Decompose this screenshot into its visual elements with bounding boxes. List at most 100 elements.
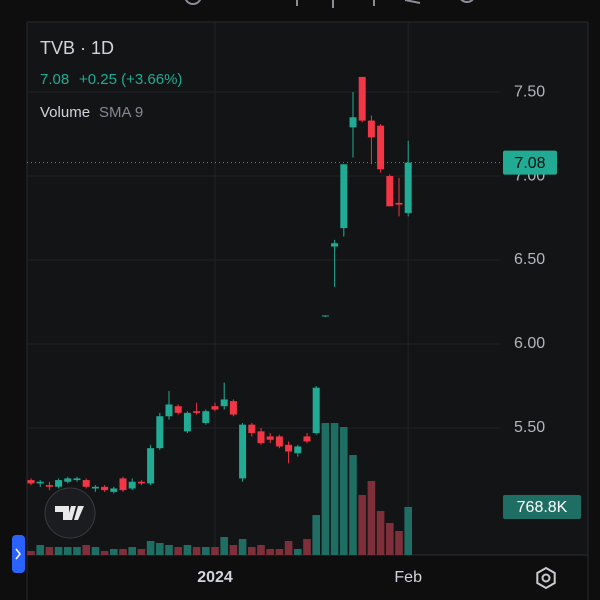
volume-bar (183, 545, 192, 555)
volume-bar (119, 549, 127, 555)
candle-body (367, 120, 375, 138)
side-panel-tab[interactable] (12, 535, 25, 573)
price-label: 7.08 (514, 155, 545, 172)
price-change: +0.25 (+3.66%) (79, 71, 182, 88)
candle-body (101, 486, 109, 491)
candle-body (82, 480, 90, 487)
candle-body (174, 406, 182, 413)
volume-bar (340, 427, 348, 555)
volume-label-box (503, 494, 581, 519)
x-tick-label: 2024 (197, 569, 233, 586)
volume-bar (45, 547, 54, 555)
volume-bar (100, 551, 109, 555)
candle-body (147, 448, 155, 484)
volume-bar (386, 523, 394, 555)
y-tick-label: 6.50 (514, 251, 545, 268)
volume-bar (27, 551, 35, 555)
volume-bar (202, 547, 210, 555)
candle-body (156, 416, 164, 449)
toolbar-icon[interactable] (459, 0, 475, 3)
indicator-name[interactable]: Volume (40, 104, 90, 121)
volume-bar (64, 547, 72, 555)
toolbar-icon[interactable] (404, 0, 421, 4)
volume-bar (128, 547, 136, 555)
volume-bar (257, 545, 265, 555)
candle-body (239, 424, 247, 479)
candle-body (358, 76, 366, 121)
candle-body (312, 387, 320, 434)
logo-mark (55, 506, 84, 520)
volume-label: 768.8K (517, 499, 568, 516)
volume-bar (156, 543, 164, 555)
candle-body (404, 162, 412, 213)
y-tick-label: 7.50 (514, 83, 545, 100)
volume-bar (238, 539, 247, 555)
candle-body (266, 436, 274, 440)
x-tick-label: Feb (394, 569, 422, 586)
volume-bar (376, 511, 385, 555)
volume-bar (330, 423, 339, 555)
price-label-box (503, 150, 557, 175)
indicator-params[interactable]: SMA 9 (99, 104, 143, 121)
candle-body (55, 480, 63, 487)
grid (27, 22, 500, 555)
candle-body (377, 125, 385, 170)
candle-body (248, 424, 256, 434)
candle-body (395, 202, 403, 205)
symbol-title[interactable]: TVB · 1D (40, 38, 114, 58)
candle-body (275, 436, 283, 447)
volume-bar (358, 495, 366, 555)
candle-body (386, 176, 394, 207)
y-tick-label: 5.50 (514, 419, 545, 436)
candle-body (36, 481, 44, 484)
volume-bar (229, 545, 238, 555)
candle-body (211, 406, 219, 410)
tradingview-logo[interactable] (44, 487, 96, 539)
candle-body (220, 399, 228, 407)
volume-bar (312, 515, 320, 555)
candle-body (294, 446, 302, 454)
candle-body (183, 412, 191, 432)
candle-body (303, 436, 311, 442)
y-tick-label: 6.00 (514, 335, 545, 352)
candle-body (285, 444, 293, 452)
volume-bar (192, 547, 201, 555)
last-price: 7.08 (40, 71, 69, 88)
volume-bar (395, 531, 403, 555)
volume-bar (36, 545, 44, 555)
candle-body (45, 485, 53, 487)
volume-bar (275, 549, 284, 555)
candle-body (193, 411, 201, 413)
candle-body (340, 164, 348, 229)
settings-icon[interactable] (541, 573, 551, 583)
settings-icon[interactable] (536, 566, 556, 590)
volume-bar (146, 541, 155, 555)
volume-bar (367, 481, 376, 555)
candle-body (331, 243, 339, 247)
volume-bar (82, 545, 90, 555)
candle-body (91, 486, 99, 489)
volume-bar (349, 455, 357, 555)
volume-bar (248, 547, 256, 555)
candle-body (321, 315, 329, 317)
toolbar-icons[interactable] (184, 0, 475, 8)
candle-body (349, 117, 357, 128)
candle-body (27, 480, 35, 484)
volume-bar (73, 547, 81, 555)
volume-bar (321, 423, 330, 555)
volume-bar (404, 506, 412, 555)
volume-bar (54, 547, 63, 555)
volume-bar (266, 549, 274, 555)
toolbar-icon[interactable] (184, 0, 202, 5)
chart-panel (27, 22, 588, 555)
volume-bar (284, 541, 293, 555)
volume-bar (211, 547, 219, 555)
candle-body (165, 404, 173, 417)
volume-bar (303, 539, 311, 555)
settings-button[interactable] (536, 566, 556, 590)
candle-body (257, 431, 265, 444)
candle-body (64, 478, 72, 482)
